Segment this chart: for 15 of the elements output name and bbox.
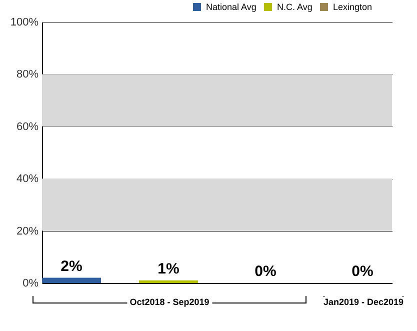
y-tick-label: 20% (16, 225, 39, 238)
text: Oct2018 - Sep2019 (126, 297, 212, 307)
y-tick-label: 80% (16, 68, 39, 81)
y-tick-label: 0% (22, 278, 39, 290)
text: 0% (254, 263, 276, 280)
y-tick-label: 100% (10, 16, 39, 28)
y-tick-label: 60% (16, 120, 39, 133)
legend-label: National Avg (206, 2, 256, 12)
text: 2% (60, 258, 82, 275)
y-tick-label: 40% (16, 173, 39, 186)
text: Jan2019 - Dec2019 (320, 297, 407, 307)
text: 1% (158, 260, 180, 278)
legend-label: Lexington (333, 2, 372, 12)
text: 0% (352, 263, 374, 280)
legend-label: N.C. Avg (277, 2, 312, 12)
